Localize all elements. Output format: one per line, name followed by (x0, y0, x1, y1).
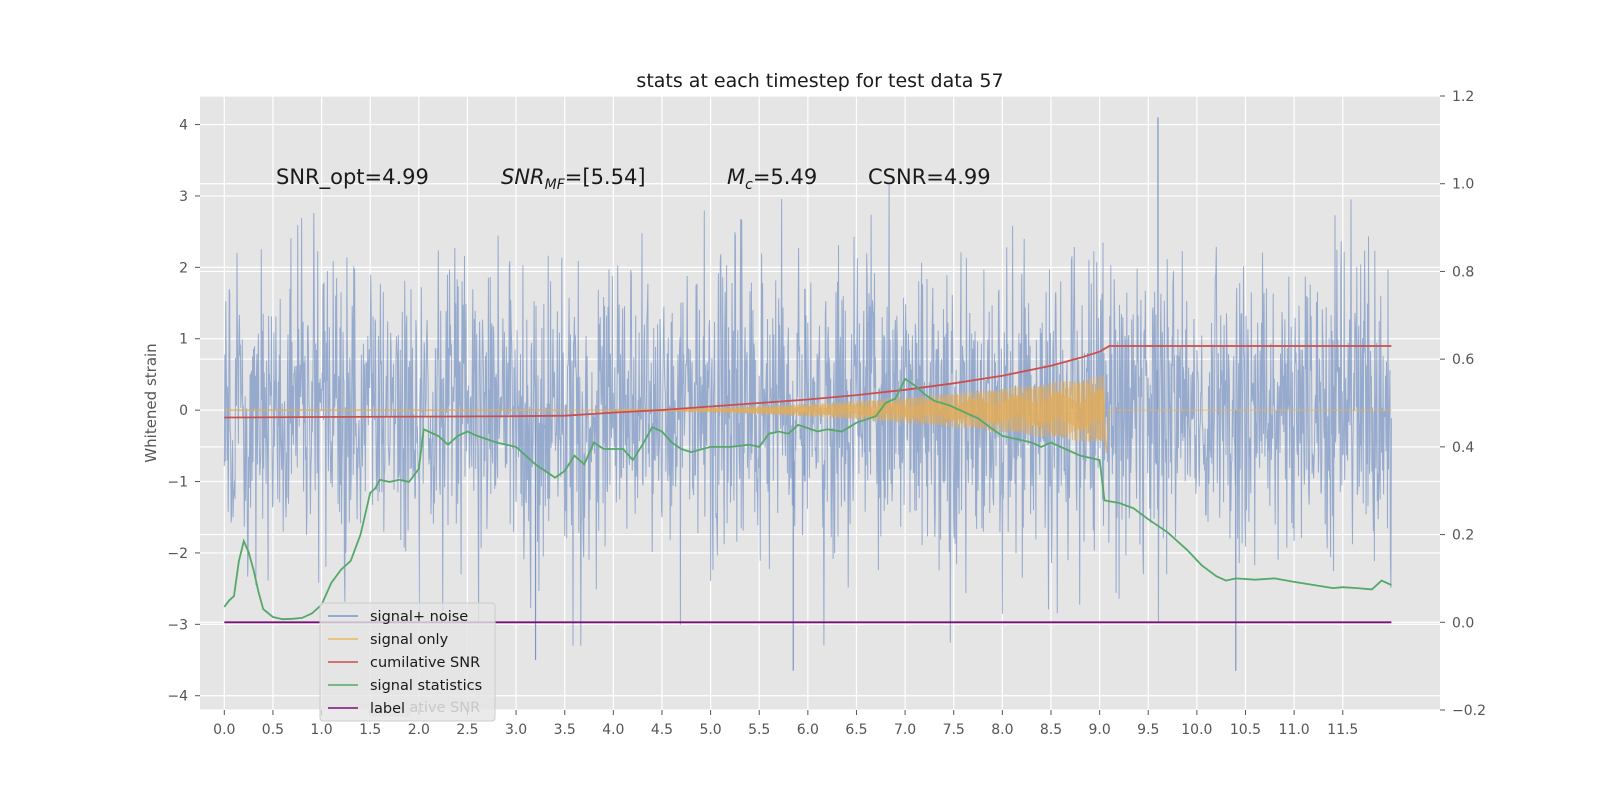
axes: 0.0 0.5 1.0 1.5 2.0 2.5 3.0 3.5 4.0 4.5 5.0 5.5 6.0 6… (167, 89, 1486, 738)
y-right-tick-label: 0.8 (1452, 264, 1474, 280)
y-axis-label: Whitened strain (142, 343, 160, 462)
x-tick-label: 0.5 (262, 722, 284, 738)
x-tick-label: 10.0 (1181, 722, 1212, 738)
x-tick-label: 5.0 (699, 722, 721, 738)
y-right-tick-label: 0.2 (1452, 528, 1474, 544)
x-tick-label: 6.0 (797, 722, 819, 738)
x-tick-label: 3.5 (554, 722, 576, 738)
annotation-csnr: CSNR=4.99 (868, 165, 991, 189)
x-tick-label: 11.5 (1327, 722, 1358, 738)
legend-label-cumulative-snr: cumilative SNR (370, 655, 480, 671)
annotation-mc: Mc=5.49 (727, 165, 817, 193)
y-left-tick-label: 4 (179, 118, 188, 134)
cumulative-snr-line (224, 345, 1392, 419)
legend-label-signal-only: signal only (370, 632, 449, 648)
x-tick-label: 9.0 (1088, 722, 1110, 738)
annotation-mc-value: =5.49 (753, 165, 817, 189)
x-tick-label: 4.5 (651, 722, 673, 738)
annotation-mc-sub: c (745, 177, 753, 193)
legend-label-signal-plus-noise: signal+ noise (370, 609, 468, 625)
y-left-tick-label: 2 (179, 260, 188, 276)
legend: cumilative SNR signal+ noise signal only… (319, 602, 496, 722)
y-left-tick-label: 1 (179, 332, 188, 348)
legend-entry-label: label (328, 701, 405, 717)
x-tick-label: 5.5 (748, 722, 770, 738)
x-tick-label: 8.0 (991, 722, 1013, 738)
x-tick-label: 9.5 (1137, 722, 1159, 738)
legend-box (319, 602, 496, 722)
x-tick-label: 3.0 (505, 722, 527, 738)
legend-entry-signal-plus-noise: signal+ noise (328, 609, 468, 625)
y-right-tick-label: −0.2 (1452, 703, 1486, 719)
annotation-snr-mf: SNRMF=[5.54] (501, 165, 646, 193)
y-right-tick-label: 1.0 (1452, 177, 1474, 193)
x-tick-label: 7.5 (943, 722, 965, 738)
annotation-mc-base: M (727, 165, 745, 189)
x-tick-label: 10.5 (1230, 722, 1261, 738)
y-left-tick-label: −1 (167, 475, 188, 491)
legend-label-label: label (370, 701, 405, 717)
annotation-snr-mf-base: SNR (501, 165, 545, 189)
y-left-tick-label: 3 (179, 189, 188, 205)
legend-entry-signal-statistics: signal statistics (328, 678, 482, 694)
chart-title: stats at each timestep for test data 57 (636, 70, 1003, 92)
legend-entry-signal-only: signal only (328, 632, 449, 648)
y-left-tick-label: −2 (167, 546, 188, 562)
y-left-tick-label: −4 (167, 689, 188, 705)
signal-statistics-line (223, 377, 1392, 621)
noise-trace (223, 184, 1392, 646)
y-left-tick-label: −3 (167, 617, 188, 633)
x-tick-label: 0.0 (213, 722, 235, 738)
y-right-tick-label: 0.4 (1452, 440, 1474, 456)
legend-entry-cumulative-snr: cumilative SNR (328, 655, 480, 671)
x-tick-label: 11.0 (1279, 722, 1310, 738)
series-signal-plus-noise (223, 117, 1392, 671)
y-right-tick-label: 0.6 (1452, 352, 1474, 368)
legend-occluder (370, 699, 410, 717)
y-right-tick-label: 1.2 (1452, 89, 1474, 105)
x-tick-label: 1.5 (359, 722, 381, 738)
x-tick-label: 8.5 (1040, 722, 1062, 738)
x-tick-label: 7.0 (894, 722, 916, 738)
y-right-tick-label: 0.0 (1452, 615, 1474, 631)
legend-label-signal-statistics: signal statistics (370, 678, 482, 694)
x-tick-label: 6.5 (845, 722, 867, 738)
annotation-snr-opt: SNR_opt=4.99 (276, 165, 429, 190)
x-tick-label: 2.5 (456, 722, 478, 738)
x-tick-label: 2.0 (408, 722, 430, 738)
x-tick-label: 1.0 (310, 722, 332, 738)
y-left-tick-label: 0 (179, 403, 188, 419)
x-tick-label: 4.0 (602, 722, 624, 738)
annotation-snr-mf-value: =[5.54] (565, 165, 646, 189)
annotation-snr-mf-sub: MF (545, 177, 566, 193)
